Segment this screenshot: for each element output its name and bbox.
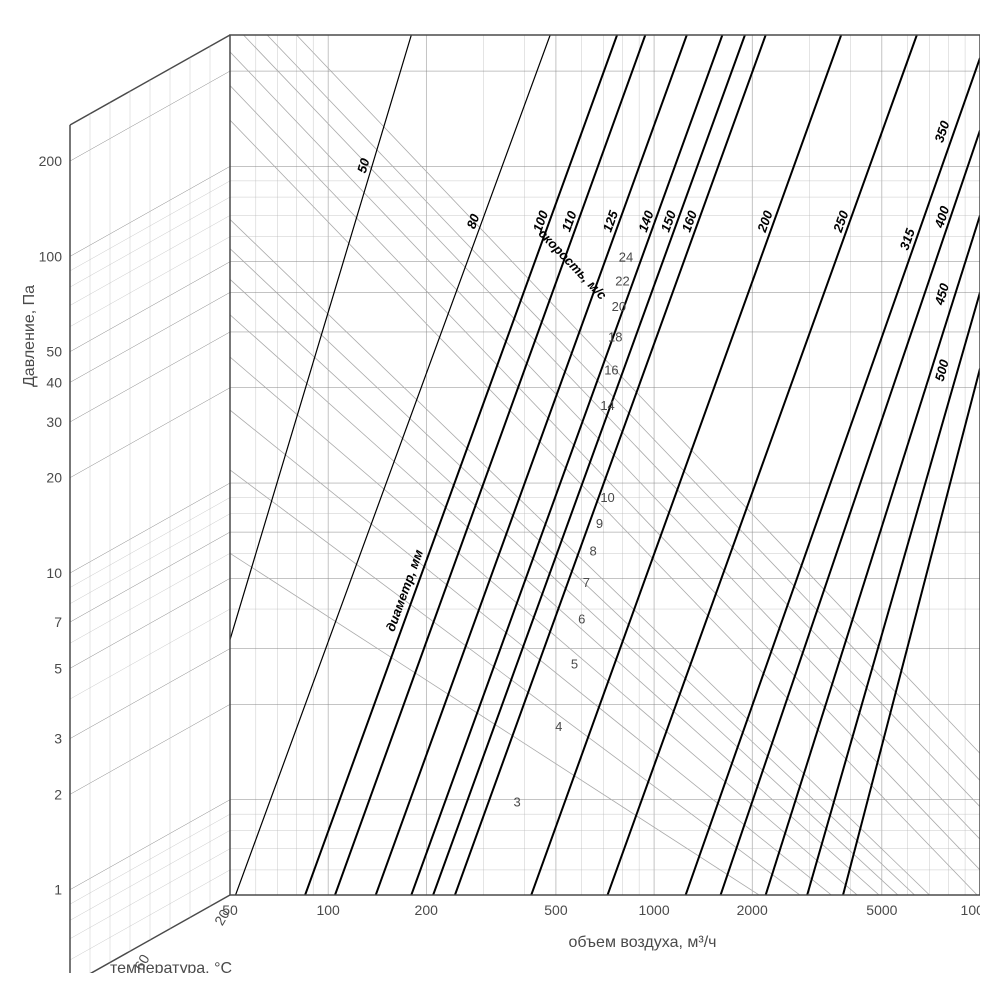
velocity-label: 10: [600, 490, 614, 505]
diameter-label: 315: [897, 226, 919, 252]
diameter-label: 110: [558, 208, 579, 233]
diameter-label: 250: [830, 208, 852, 235]
y-axis-label: Давление, Па: [21, 285, 38, 387]
x-tick: 10000: [961, 902, 980, 918]
y-tick: 50: [46, 344, 62, 360]
diameter-label: 200: [754, 208, 776, 235]
y-tick: 200: [39, 153, 63, 169]
diameter-label: 350: [931, 118, 952, 144]
x-tick: 200: [415, 902, 439, 918]
x-tick: 50: [222, 902, 238, 918]
y-tick: 3: [54, 731, 62, 747]
y-tick: 100: [39, 248, 63, 264]
diameter-label: 125: [600, 208, 622, 234]
velocity-label: 5: [571, 656, 578, 671]
y-tick: 10: [46, 565, 62, 581]
diameter-lines: [230, 35, 980, 895]
y-tick: 20: [46, 470, 62, 486]
y-tick: 40: [46, 374, 62, 390]
x-tick: 5000: [866, 902, 897, 918]
temp-axis-label: температура, °С: [110, 960, 232, 973]
velocity-label: 16: [604, 363, 618, 378]
velocity-label: 24: [619, 250, 633, 265]
velocity-label: 7: [583, 575, 590, 590]
velocity-label: 8: [589, 544, 596, 559]
velocity-label: 18: [608, 329, 622, 344]
y-tick: 1: [54, 882, 62, 898]
nomograph-chart: 206010050 100 200 500 1000 2000 5000 10000 1 2 3 5 7…: [20, 20, 980, 973]
x-tick: 100: [316, 902, 340, 918]
y-tick: 5: [54, 660, 62, 676]
velocity-label: 20: [612, 299, 626, 314]
diameter-label: 150: [658, 208, 680, 234]
temperature-panel: 2060100: [47, 35, 233, 973]
diameter-label: 400: [931, 204, 952, 231]
y-tick: 7: [54, 614, 62, 630]
velocity-label: 3: [513, 795, 520, 810]
x-axis-label: объем воздуха, м³/ч: [569, 934, 717, 951]
diameter-label: 140: [635, 208, 657, 234]
y-tick: 2: [54, 786, 62, 802]
x-tick: 1000: [638, 902, 669, 918]
x-tick: 500: [544, 902, 568, 918]
velocity-label: 4: [555, 719, 562, 734]
diameter-label: 450: [931, 281, 952, 308]
velocity-label: 22: [615, 274, 629, 289]
x-tick: 2000: [737, 902, 768, 918]
velocity-label: 6: [578, 612, 585, 627]
y-tick: 30: [46, 414, 62, 430]
velocity-label: 9: [596, 516, 603, 531]
velocity-label: 14: [600, 398, 614, 413]
